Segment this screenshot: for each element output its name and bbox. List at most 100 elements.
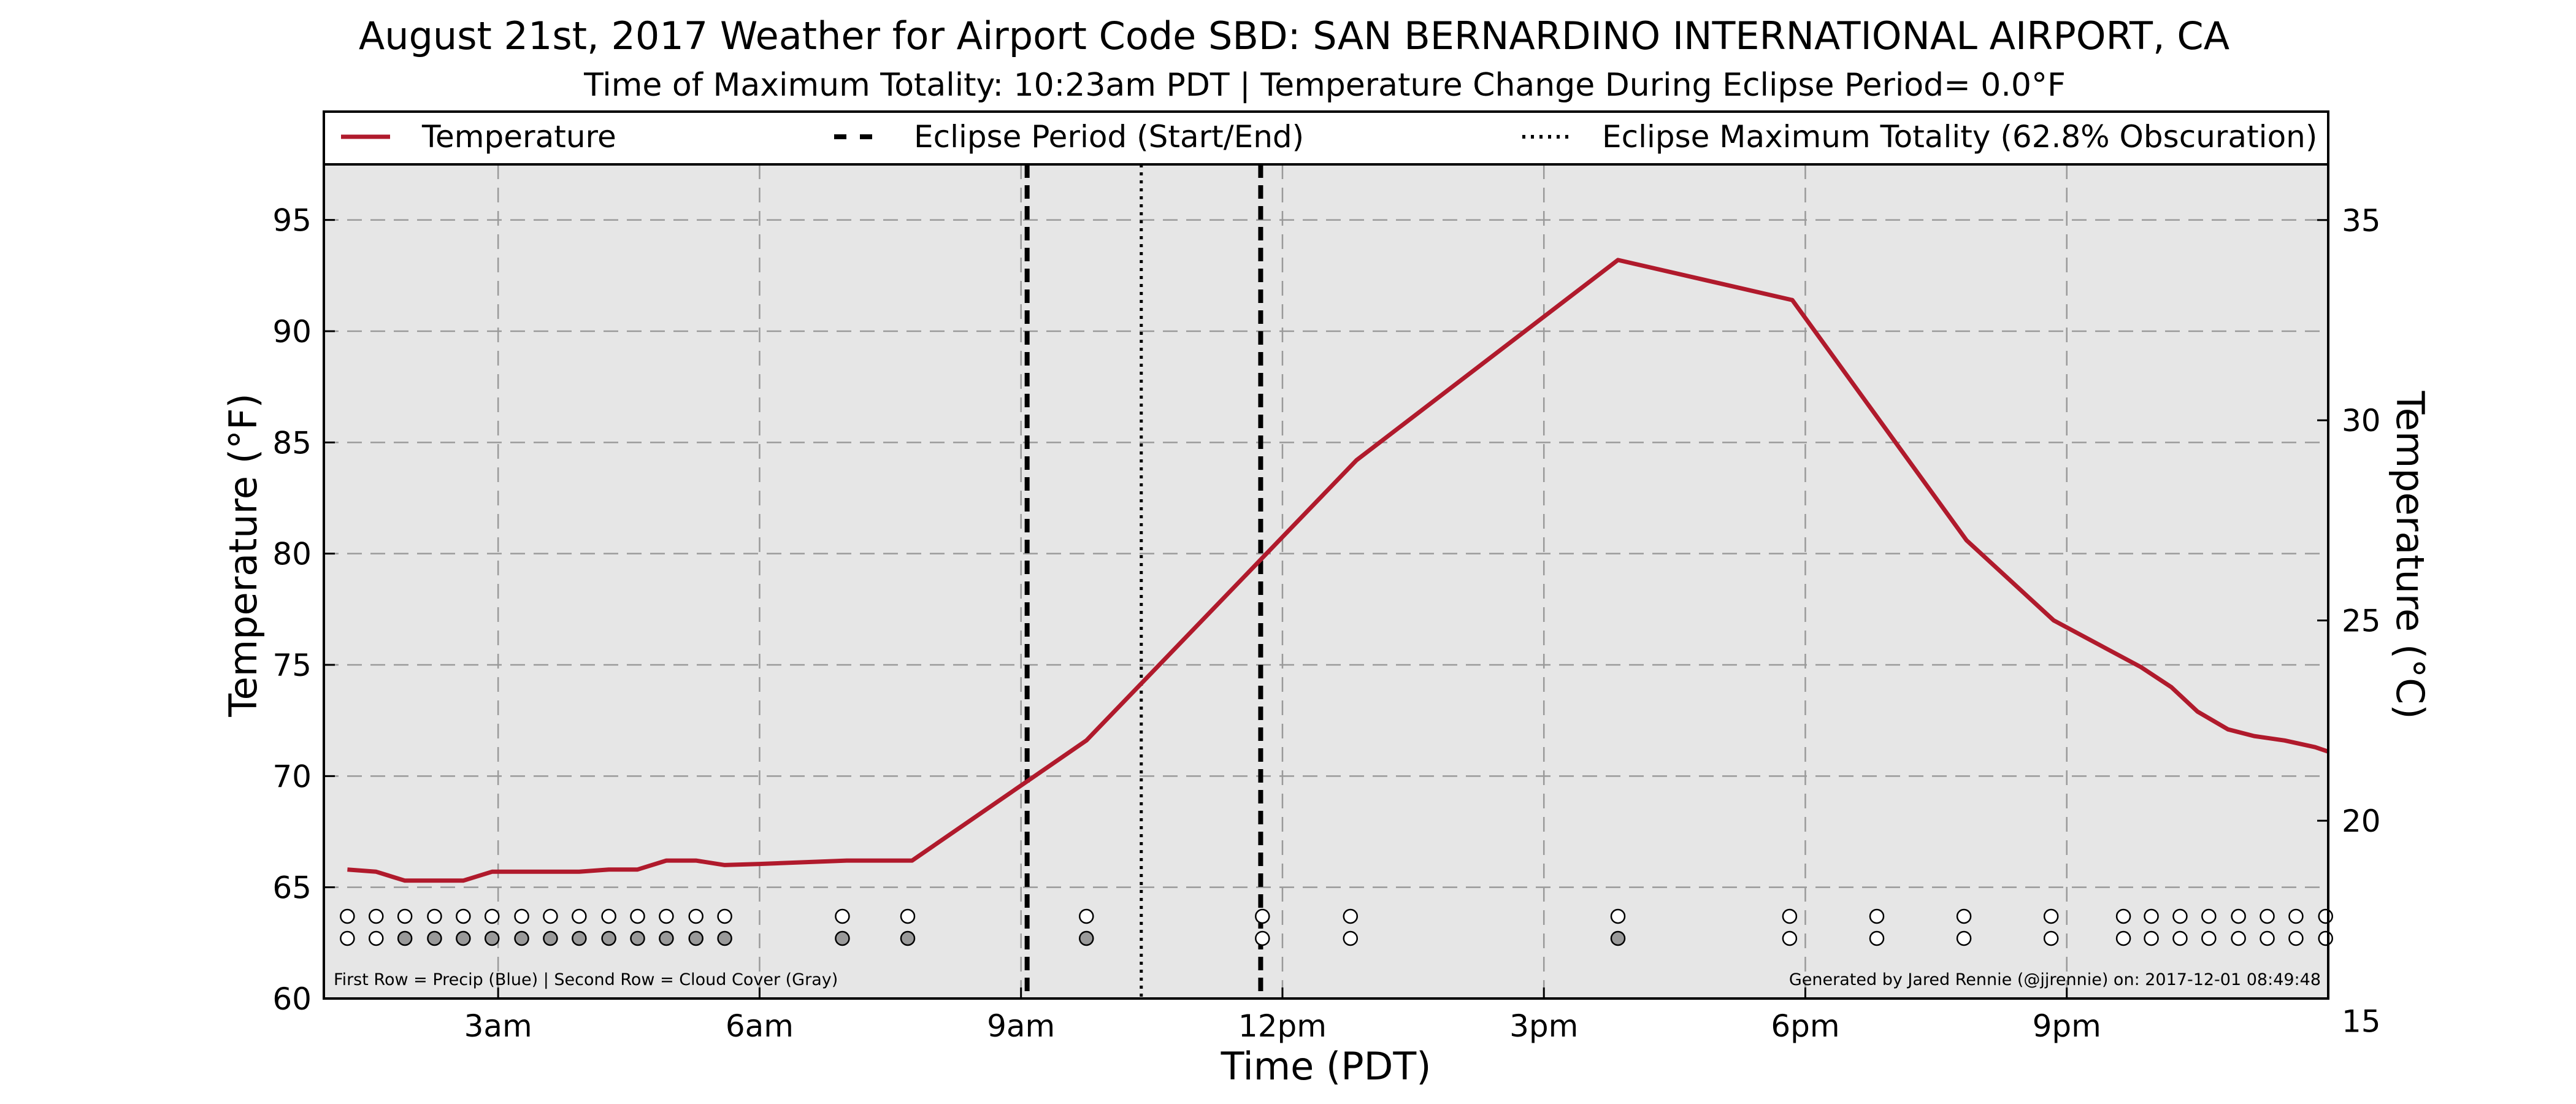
cloud-marker: [630, 930, 645, 946]
precip-marker: [2201, 908, 2217, 924]
cloud-marker: [688, 930, 703, 946]
legend-eclipse-period-label: Eclipse Period (Start/End): [914, 119, 1304, 155]
x-axis-label: Time (PDT): [1221, 1044, 1432, 1089]
y-axis-right-label: Temperature (°C): [2388, 390, 2432, 719]
cloud-marker: [427, 930, 442, 946]
cloud-marker: [369, 930, 384, 946]
precip-marker: [2318, 908, 2333, 924]
precip-marker: [2144, 908, 2159, 924]
cloud-marker: [1869, 930, 1885, 946]
cloud-marker: [2318, 930, 2333, 946]
cloud-marker: [2260, 930, 2275, 946]
y-tick-label: 60: [272, 981, 312, 1017]
legend-eclipse-max-label: Eclipse Maximum Totality (62.8% Obscurat…: [1602, 119, 2317, 155]
cloud-marker: [2043, 930, 2059, 946]
cloud-marker: [1782, 930, 1798, 946]
precip-marker: [630, 908, 645, 924]
y-tick-label: 75: [272, 648, 312, 683]
x-tick-label: 6am: [726, 1008, 794, 1044]
precip-marker: [1255, 908, 1270, 924]
footer-right-note: Generated by Jared Rennie (@jjrennie) on…: [1789, 970, 2321, 989]
y-tick-label: 70: [272, 759, 312, 794]
eclipse-lines: [1024, 164, 1263, 999]
y-tick-label: 85: [272, 425, 312, 461]
cloud-marker: [1343, 930, 1359, 946]
precip-marker: [514, 908, 529, 924]
precip-marker: [369, 908, 384, 924]
precip-marker: [397, 908, 413, 924]
precip-marker: [572, 908, 587, 924]
precip-marker: [456, 908, 471, 924]
y-axis-label: Temperature (°F): [221, 393, 266, 717]
cloud-marker: [543, 930, 558, 946]
precip-marker: [484, 908, 500, 924]
cloud-marker: [2288, 930, 2304, 946]
precip-marker: [427, 908, 442, 924]
precip-marker: [543, 908, 558, 924]
precip-marker: [835, 908, 850, 924]
precip-marker: [2172, 908, 2188, 924]
y-right-tick-label: 35: [2342, 203, 2381, 239]
plot-background: [324, 164, 2328, 999]
cloud-marker: [484, 930, 500, 946]
cloud-marker: [659, 930, 674, 946]
axis-ticks: 60 65 70 75 80 85 90 95 3am 6am 9am 12pm 3pm 6pm 9pm 15…: [272, 203, 2380, 1044]
x-tick-label: 9pm: [2033, 1008, 2101, 1044]
cloud-marker: [2144, 930, 2159, 946]
cloud-marker: [900, 930, 916, 946]
precip-marker: [2115, 908, 2131, 924]
precip-marker: [1956, 908, 1972, 924]
cloud-marker: [1956, 930, 1972, 946]
cloud-marker: [397, 930, 413, 946]
precip-marker: [1782, 908, 1798, 924]
precip-marker: [601, 908, 616, 924]
y-right-tick-label: 15: [2342, 1004, 2381, 1040]
x-tick-label: 12pm: [1238, 1008, 1327, 1044]
cloud-marker: [835, 930, 850, 946]
precip-marker: [717, 908, 732, 924]
y-right-tick-label: 20: [2342, 803, 2381, 839]
y-right-tick-label: 25: [2342, 604, 2381, 639]
y-tick-label: 80: [272, 537, 312, 572]
cloud-marker: [717, 930, 732, 946]
precip-marker: [900, 908, 916, 924]
footer-left-note: First Row = Precip (Blue) | Second Row =…: [334, 970, 838, 989]
cloud-marker: [340, 930, 355, 946]
precip-marker: [1343, 908, 1359, 924]
precip-marker: [688, 908, 703, 924]
x-tick-label: 3am: [464, 1008, 532, 1044]
precip-marker: [1610, 908, 1626, 924]
precip-marker: [1079, 908, 1094, 924]
legend-box: [323, 110, 2329, 166]
cloud-marker: [2172, 930, 2188, 946]
y-tick-label: 65: [272, 870, 312, 906]
y-right-tick-label: 30: [2342, 403, 2381, 439]
legend-temperature-label: Temperature: [421, 119, 616, 155]
precip-marker: [2043, 908, 2059, 924]
precip-marker: [2288, 908, 2304, 924]
grid-lines: [324, 164, 2328, 999]
cloud-marker: [1255, 930, 1270, 946]
chart-subtitle: Time of Maximum Totality: 10:23am PDT | …: [583, 67, 2066, 104]
cloud-marker: [2201, 930, 2217, 946]
x-tick-label: 6pm: [1771, 1008, 1839, 1044]
precip-marker: [2231, 908, 2246, 924]
y-tick-label: 95: [272, 203, 312, 239]
marker-rows: [340, 908, 2333, 946]
x-tick-label: 9am: [987, 1008, 1055, 1044]
cloud-marker: [456, 930, 471, 946]
x-tick-label: 3pm: [1509, 1008, 1578, 1044]
precip-marker: [1869, 908, 1885, 924]
precip-marker: [340, 908, 355, 924]
temperature-line: [347, 258, 2329, 883]
series-group: [347, 258, 2329, 883]
plot-frame: [323, 163, 2329, 1000]
y-tick-label: 90: [272, 314, 312, 350]
precip-marker: [659, 908, 674, 924]
cloud-marker: [572, 930, 587, 946]
chart-title: August 21st, 2017 Weather for Airport Co…: [359, 13, 2229, 58]
cloud-marker: [514, 930, 529, 946]
cloud-marker: [601, 930, 616, 946]
cloud-marker: [2231, 930, 2246, 946]
